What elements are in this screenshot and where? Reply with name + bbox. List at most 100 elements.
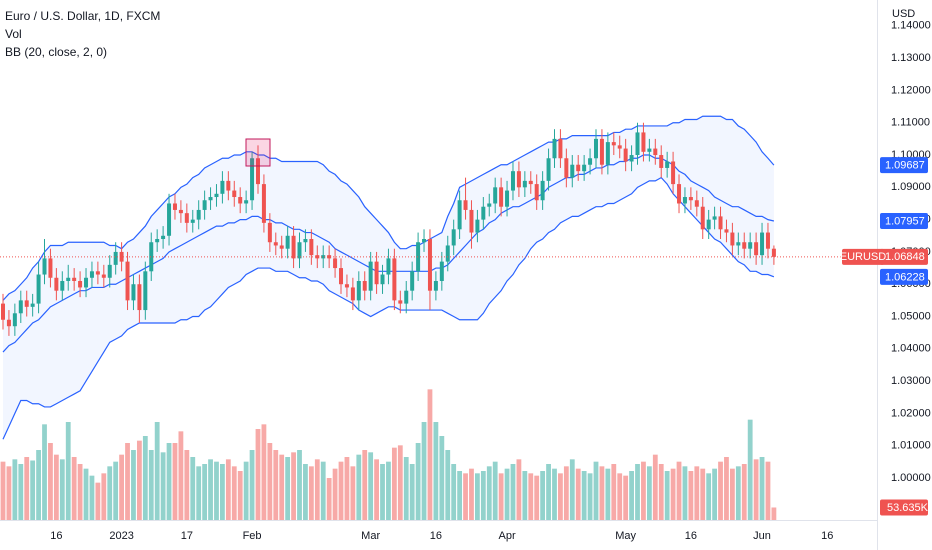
candle-body [647, 148, 652, 152]
candle-body [107, 264, 112, 278]
volume-bar [664, 471, 670, 520]
volume-bar [261, 424, 267, 520]
volume-bar [605, 468, 611, 520]
candle-body [457, 200, 462, 230]
candle-body [422, 239, 427, 243]
candle-body [641, 132, 646, 152]
candle-body [18, 300, 23, 314]
candle-body [540, 180, 545, 201]
candle-body [736, 242, 741, 246]
y-tick-label: 1.14000 [891, 20, 931, 32]
candle-body [404, 290, 409, 304]
band-upper [2, 115, 775, 301]
volume-bar [196, 466, 202, 520]
candle-body [297, 242, 302, 259]
volume-bar [166, 443, 172, 520]
candle-body [309, 239, 314, 256]
candle-body [291, 235, 296, 259]
volume-bar [350, 466, 356, 520]
candle-body [321, 255, 326, 259]
volume-bar [178, 431, 184, 520]
candle-body [60, 280, 65, 291]
legend-indicator: BB (20, close, 2, 0) [5, 45, 107, 59]
candle-body [279, 245, 284, 249]
volume-bar [65, 422, 71, 520]
volume-bar [451, 464, 457, 520]
volume-bar [676, 461, 682, 520]
candle-body [392, 258, 397, 301]
candle-body [552, 138, 557, 159]
volume-bar [599, 466, 605, 520]
volume-bar [36, 450, 41, 520]
volume-bar [475, 473, 480, 520]
candle-body [89, 271, 94, 278]
volume-bar [534, 475, 540, 520]
candle-body [190, 219, 195, 223]
candle-body [368, 261, 373, 291]
candle-body [48, 258, 53, 278]
candle-body [208, 197, 213, 201]
candle-body [635, 132, 640, 156]
y-tick-label: 1.13000 [891, 52, 931, 64]
candle-body [499, 187, 504, 207]
volume-bar [397, 445, 403, 520]
price-tag-label: 1.06228 [885, 271, 925, 283]
candle-body [380, 274, 385, 285]
x-tick-label: Feb [243, 530, 262, 542]
volume-bar [172, 443, 178, 520]
x-tick-label: 16 [430, 530, 442, 542]
candle-body [617, 145, 622, 149]
candle-body [232, 190, 237, 198]
volume-bar [682, 466, 688, 520]
y-tick-label: 1.02000 [891, 407, 931, 419]
volume-bar [279, 454, 285, 520]
volume-bar [439, 436, 445, 520]
candle-body [493, 187, 498, 204]
volume-bar [629, 471, 634, 520]
candle-body [344, 284, 349, 288]
volume-bar [131, 450, 136, 520]
volume-bar [575, 468, 581, 520]
candle-body [78, 280, 83, 288]
candle-body [605, 142, 610, 165]
volume-bar [688, 471, 694, 520]
candle-body [333, 258, 338, 269]
highlight-box [245, 138, 271, 167]
candle-body [12, 313, 17, 327]
volume-bar [326, 478, 332, 520]
candle-body [119, 251, 124, 262]
volume-bar [486, 466, 492, 520]
candle-body [196, 209, 201, 220]
volume-bar [718, 461, 723, 520]
candle-body [386, 258, 391, 275]
volume-bar [202, 464, 208, 520]
volume-bar [498, 473, 504, 520]
candle-body [730, 232, 735, 246]
y-tick-label: 1.03000 [891, 375, 931, 387]
volume-bar [113, 461, 119, 520]
x-tick-label: Mar [361, 530, 380, 542]
volume-bar [160, 452, 166, 520]
volume-bar [18, 464, 24, 520]
volume-bar [237, 471, 243, 520]
volume-bar [587, 473, 593, 520]
candle-body [682, 197, 687, 204]
candle-body [599, 138, 604, 165]
volume-bar [729, 468, 735, 520]
candle-body [184, 213, 189, 223]
candle-body [463, 200, 468, 210]
volume-bar [231, 466, 237, 520]
candle-body [350, 287, 355, 301]
volume-tag-box [880, 499, 928, 516]
candle-body [546, 158, 551, 181]
candle-body [665, 161, 670, 168]
legend-title: Euro / U.S. Dollar, 1D, FXCM [5, 9, 160, 23]
volume-bar [320, 461, 326, 520]
volume-bar [641, 461, 646, 520]
candle-body [36, 274, 41, 304]
volume-bar [457, 471, 463, 520]
candle-body [95, 271, 100, 275]
volume-bar [303, 464, 308, 520]
price-tag-label: 1.07957 [885, 215, 925, 227]
volume-bar [433, 422, 439, 520]
